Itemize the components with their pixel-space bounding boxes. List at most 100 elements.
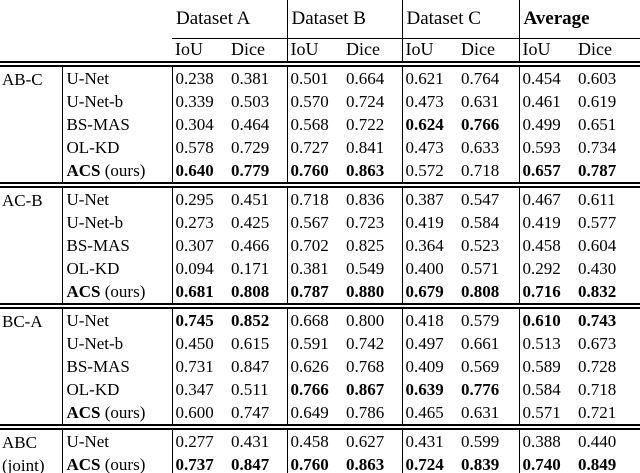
value-cell: 0.743 bbox=[575, 303, 640, 332]
method-label: ACS (ours) bbox=[62, 453, 173, 473]
table-row: BC-A U-Net 0.745 0.852 0.668 0.800 0.418 0.579 0… bbox=[0, 303, 640, 427]
value-cell: 0.681 bbox=[171, 280, 228, 306]
value-cell: 0.679 bbox=[401, 280, 458, 306]
value-cell: 0.347 bbox=[171, 378, 228, 401]
value-cell: 0.631 bbox=[461, 402, 500, 422]
value-cell: 0.381 bbox=[286, 257, 343, 280]
header-dataset-c: Dataset C bbox=[401, 0, 519, 39]
header-average: Average bbox=[518, 0, 640, 39]
value-cell: 0.593 bbox=[518, 136, 575, 159]
method-label: ACS (ours) bbox=[62, 159, 173, 185]
value-cell: 0.832 bbox=[578, 281, 617, 301]
value-cell: 0.615 bbox=[231, 333, 270, 353]
value-cell: 0.094 bbox=[171, 257, 228, 280]
value-cell: 0.461 bbox=[518, 90, 575, 113]
header-corner-2 bbox=[0, 38, 172, 67]
value-cell: 0.702 bbox=[286, 234, 343, 257]
value-cell: 0.364 bbox=[401, 234, 458, 257]
header-corner bbox=[0, 0, 172, 39]
header-iou-a: IoU bbox=[172, 38, 228, 67]
header-iou-b: IoU bbox=[286, 38, 343, 67]
value-cell: 0.467 bbox=[518, 182, 575, 211]
table-row: U-Net-b 0.339 0.503 0.570 0.724 0.473 0.631 0.4… bbox=[0, 90, 640, 113]
table-row: AC-B U-Net 0.295 0.451 0.718 0.836 0.387 0.547 0… bbox=[0, 182, 640, 306]
value-cell: 0.604 bbox=[578, 235, 617, 255]
value-cell: 0.786 bbox=[346, 402, 385, 422]
value-cell: 0.627 bbox=[343, 424, 402, 454]
value-cell: 0.409 bbox=[401, 355, 458, 378]
table-header: Dataset A Dataset B Dataset C Average Io… bbox=[0, 0, 640, 67]
header-dataset-a: Dataset A bbox=[172, 0, 287, 39]
value-cell: 0.578 bbox=[171, 136, 228, 159]
value-cell: 0.841 bbox=[346, 137, 385, 157]
value-cell: 0.800 bbox=[343, 303, 402, 332]
value-cell: 0.577 bbox=[578, 212, 617, 232]
value-cell: 0.523 bbox=[461, 235, 500, 255]
value-cell: 0.584 bbox=[518, 378, 575, 401]
value-cell: 0.729 bbox=[231, 137, 270, 157]
value-cell: 0.716 bbox=[518, 280, 575, 306]
value-cell: 0.724 bbox=[346, 91, 385, 111]
value-cell: 0.728 bbox=[578, 356, 617, 376]
value-cell: 0.760 bbox=[286, 159, 343, 185]
value-cell: 0.742 bbox=[346, 333, 385, 353]
method-label: U-Net bbox=[62, 424, 173, 454]
value-cell: 0.721 bbox=[578, 402, 617, 422]
value-cell: 0.718 bbox=[286, 182, 343, 211]
table-row: ACS (ours) 0.600 0.747 0.649 0.786 0.465 0.631… bbox=[0, 401, 640, 427]
value-cell: 0.570 bbox=[286, 90, 343, 113]
table-row: OL-KD 0.578 0.729 0.727 0.841 0.473 0.633 0.593… bbox=[0, 136, 640, 159]
method-label: BS-MAS bbox=[62, 234, 173, 257]
method-label: BS-MAS bbox=[62, 355, 173, 378]
value-cell: 0.569 bbox=[461, 356, 500, 376]
value-cell: 0.722 bbox=[346, 114, 385, 134]
value-cell: 0.466 bbox=[231, 235, 270, 255]
value-cell: 0.847 bbox=[231, 356, 270, 376]
value-cell: 0.603 bbox=[578, 68, 617, 88]
value-cell: 0.418 bbox=[401, 303, 458, 332]
value-cell: 0.387 bbox=[401, 182, 458, 211]
value-cell: 0.238 bbox=[171, 64, 228, 90]
value-cell: 0.388 bbox=[518, 424, 575, 454]
value-cell: 0.292 bbox=[518, 257, 575, 280]
table-row: BS-MAS 0.304 0.464 0.568 0.722 0.624 0.766 0.49… bbox=[0, 113, 640, 136]
table-row: ACS (ours) 0.640 0.779 0.760 0.863 0.572 0.718… bbox=[0, 159, 640, 185]
method-label: BS-MAS bbox=[62, 113, 173, 136]
value-cell: 0.419 bbox=[401, 211, 458, 234]
value-cell: 0.567 bbox=[286, 211, 343, 234]
value-cell: 0.766 bbox=[461, 114, 500, 134]
value-cell: 0.621 bbox=[401, 64, 458, 90]
header-row-datasets: Dataset A Dataset B Dataset C Average bbox=[0, 0, 640, 39]
value-cell: 0.649 bbox=[286, 401, 343, 427]
value-cell: 0.568 bbox=[286, 113, 343, 136]
value-cell: 0.839 bbox=[461, 455, 500, 473]
value-cell: 0.589 bbox=[518, 355, 575, 378]
method-label: OL-KD bbox=[62, 378, 173, 401]
value-cell: 0.547 bbox=[458, 182, 519, 211]
group-label: AB-C bbox=[0, 64, 63, 185]
value-cell: 0.425 bbox=[231, 212, 270, 232]
value-cell: 0.867 bbox=[346, 379, 385, 399]
value-cell: 0.503 bbox=[231, 91, 270, 111]
value-cell: 0.440 bbox=[575, 424, 640, 454]
table-row: BS-MAS 0.731 0.847 0.626 0.768 0.409 0.569 0.58… bbox=[0, 355, 640, 378]
value-cell: 0.579 bbox=[458, 303, 519, 332]
method-label: U-Net-b bbox=[62, 332, 173, 355]
value-cell: 0.723 bbox=[346, 212, 385, 232]
value-cell: 0.584 bbox=[461, 212, 500, 232]
value-cell: 0.836 bbox=[343, 182, 402, 211]
value-cell: 0.852 bbox=[228, 303, 287, 332]
value-cell: 0.511 bbox=[231, 379, 269, 399]
value-cell: 0.880 bbox=[346, 281, 385, 301]
value-cell: 0.571 bbox=[518, 401, 575, 427]
value-cell: 0.458 bbox=[518, 234, 575, 257]
header-iou-avg: IoU bbox=[518, 38, 575, 67]
value-cell: 0.430 bbox=[578, 258, 617, 278]
value-cell: 0.673 bbox=[578, 333, 617, 353]
value-cell: 0.295 bbox=[171, 182, 228, 211]
method-label-strong: ACS bbox=[66, 160, 101, 180]
value-cell: 0.610 bbox=[518, 303, 575, 332]
value-cell: 0.776 bbox=[461, 379, 500, 399]
method-label: ACS (ours) bbox=[62, 401, 173, 427]
value-cell: 0.640 bbox=[171, 159, 228, 185]
